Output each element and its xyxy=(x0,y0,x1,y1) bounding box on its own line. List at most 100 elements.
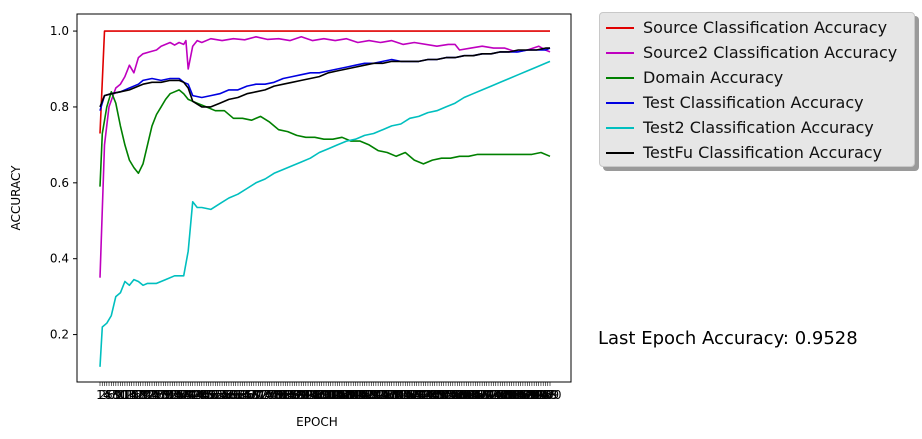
legend-item-testfu: TestFu Classification Accuracy xyxy=(606,140,914,165)
x-tick-label: 27 xyxy=(151,388,166,402)
series-line xyxy=(99,47,550,108)
y-axis-label: ACCURACY xyxy=(9,165,23,231)
x-tick-label: 144 xyxy=(412,388,435,402)
x-tick-label: 129 xyxy=(378,388,401,402)
x-tick-label: 74 xyxy=(257,388,272,402)
x-tick-label: 139 xyxy=(401,388,424,402)
x-tick-label: 183 xyxy=(500,388,523,402)
x-tick-label: 189 xyxy=(514,388,537,402)
x-tick-label: 52 xyxy=(208,388,223,402)
x-tick-label: 157 xyxy=(441,388,464,402)
x-tick-label: 124 xyxy=(367,388,390,402)
x-tick-label: 7 xyxy=(110,388,118,402)
x-tick-label: 94 xyxy=(303,388,318,402)
x-tick-label: 151 xyxy=(428,388,451,402)
y-axis-ticks: 0.2 0.4 0.6 0.8 1.0 xyxy=(50,24,77,342)
x-tick-label: 35 xyxy=(169,388,184,402)
x-tick-label: 76 xyxy=(262,388,277,402)
x-tick-label: 195 xyxy=(527,388,550,402)
x-tick-label: 14 xyxy=(122,388,137,402)
x-tick-label: 57 xyxy=(219,388,234,402)
x-tick-label: 19 xyxy=(133,388,148,402)
x-tick-label: 143 xyxy=(410,388,433,402)
x-tick-label: 50 xyxy=(203,388,218,402)
x-tick-label: 111 xyxy=(337,388,360,402)
x-tick-label: 142 xyxy=(407,388,430,402)
x-tick-label: 21 xyxy=(138,388,153,402)
x-tick-label: 16 xyxy=(126,388,141,402)
x-tick-label: 104 xyxy=(321,388,344,402)
x-tick-label: 87 xyxy=(287,388,302,402)
legend-swatch xyxy=(606,26,634,29)
x-tick-label: 36 xyxy=(172,388,187,402)
x-tick-label: 30 xyxy=(158,388,173,402)
x-tick-label: 10 xyxy=(113,388,128,402)
x-tick-label: 105 xyxy=(324,388,347,402)
x-tick-label: 170 xyxy=(471,388,494,402)
legend-item-source2: Source2 Classification Accuracy xyxy=(606,40,914,65)
x-tick-label: 2 xyxy=(98,388,106,402)
x-tick-label: 185 xyxy=(505,388,528,402)
x-tick-label: 26 xyxy=(149,388,164,402)
x-tick-label: 81 xyxy=(273,388,288,402)
series-line xyxy=(99,60,551,367)
x-tick-label: 9 xyxy=(114,388,122,402)
x-tick-label: 90 xyxy=(294,388,309,402)
x-tick-label: 40 xyxy=(181,388,196,402)
legend-swatch xyxy=(606,51,634,54)
x-tick-label: 42 xyxy=(185,388,200,402)
x-tick-label: 150 xyxy=(425,388,448,402)
legend-label: TestFu Classification Accuracy xyxy=(643,143,883,162)
series-lines xyxy=(99,30,551,367)
legend-label: Test Classification Accuracy xyxy=(643,93,864,112)
x-tick-label: 18 xyxy=(131,388,146,402)
x-tick-label: 100 xyxy=(312,388,335,402)
x-tick-label: 59 xyxy=(224,388,239,402)
x-tick-label: 37 xyxy=(174,388,189,402)
x-tick-label: 43 xyxy=(187,388,202,402)
x-tick-label: 93 xyxy=(300,388,315,402)
y-tick-label: 0.2 xyxy=(50,328,69,342)
x-tick-label: 177 xyxy=(487,388,510,402)
x-tick-label: 96 xyxy=(307,388,322,402)
x-tick-label: 117 xyxy=(351,388,374,402)
legend-swatch xyxy=(606,101,634,104)
x-tick-label: 182 xyxy=(498,388,521,402)
x-tick-label: 98 xyxy=(312,388,327,402)
x-tick-label: 86 xyxy=(285,388,300,402)
x-tick-label: 6 xyxy=(107,388,115,402)
legend-item-source: Source Classification Accuracy xyxy=(606,15,914,40)
x-tick-label: 83 xyxy=(278,388,293,402)
x-tick-label: 84 xyxy=(280,388,295,402)
x-tick-label: 140 xyxy=(403,388,426,402)
x-tick-label: 5 xyxy=(105,388,113,402)
x-tick-label: 77 xyxy=(264,388,279,402)
x-tick-label: 101 xyxy=(315,388,338,402)
x-tick-label: 46 xyxy=(194,388,209,402)
x-tick-label: 55 xyxy=(214,388,229,402)
legend-item-test2: Test2 Classification Accuracy xyxy=(606,115,914,140)
y-tick-label: 0.6 xyxy=(50,176,69,190)
x-tick-label: 13 xyxy=(119,388,134,402)
x-axis-label: EPOCH xyxy=(296,415,338,429)
x-tick-label: 3 xyxy=(101,388,109,402)
x-tick-label: 147 xyxy=(419,388,442,402)
x-tick-label: 173 xyxy=(477,388,500,402)
x-tick-label: 184 xyxy=(502,388,525,402)
x-tick-label: 188 xyxy=(511,388,534,402)
x-tick-label: 54 xyxy=(212,388,227,402)
x-tick-label: 121 xyxy=(360,388,383,402)
x-tick-label: 141 xyxy=(405,388,428,402)
x-tick-label: 97 xyxy=(309,388,324,402)
x-tick-label: 164 xyxy=(457,388,480,402)
x-tick-label: 122 xyxy=(362,388,385,402)
x-tick-label: 187 xyxy=(509,388,532,402)
x-tick-label: 192 xyxy=(520,388,543,402)
legend-swatch xyxy=(606,126,634,129)
x-tick-label: 174 xyxy=(480,388,503,402)
x-tick-label: 200 xyxy=(539,388,562,402)
x-tick-label: 127 xyxy=(373,388,396,402)
x-tick-label: 163 xyxy=(455,388,478,402)
x-tick-label: 20 xyxy=(135,388,150,402)
x-tick-label: 99 xyxy=(314,388,329,402)
